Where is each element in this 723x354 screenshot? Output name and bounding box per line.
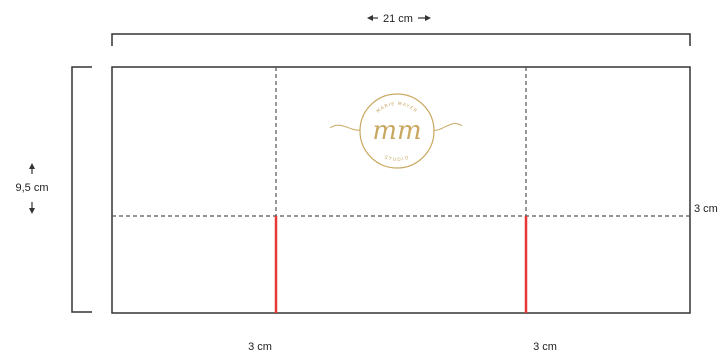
bottom-left-width-label: 3 cm xyxy=(248,341,272,353)
width-bracket xyxy=(112,34,690,46)
logo-monogram: mm xyxy=(372,116,421,146)
height-bracket xyxy=(72,67,92,312)
bottom-right-width-label: 3 cm xyxy=(533,341,557,353)
width-label: 21 cm xyxy=(383,13,413,25)
width-dimension: 21 cm xyxy=(112,13,690,46)
height-dimension: 9,5 cm xyxy=(15,67,92,312)
height-label: 9,5 cm xyxy=(15,182,48,194)
flap-height-label: 3 cm xyxy=(694,203,718,215)
